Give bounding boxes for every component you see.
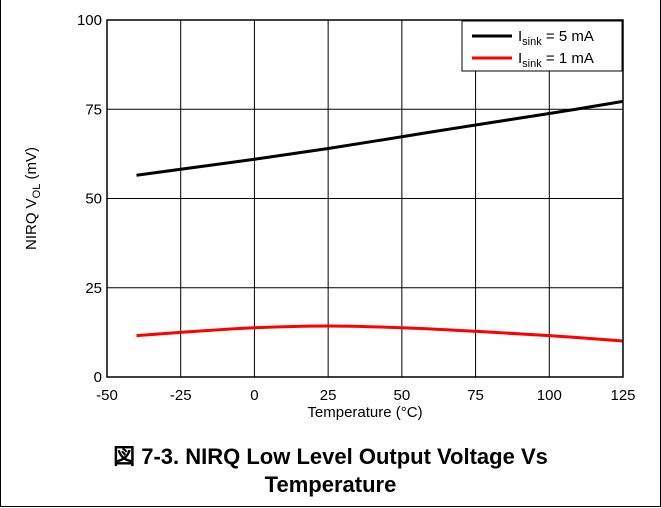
y-tick-label: 50 xyxy=(85,191,102,208)
y-axis-title: NIRQ VOL (mV) xyxy=(23,147,43,250)
series-line-2 xyxy=(136,324,624,343)
x-tick-label: 0 xyxy=(250,387,258,404)
y-axis-title-main: NIRQ V xyxy=(23,198,40,250)
x-tick-label: -25 xyxy=(170,387,192,404)
y-axis-title-unit: (mV) xyxy=(23,147,40,184)
caption-line-2: Temperature xyxy=(264,472,397,497)
y-tick-label: 100 xyxy=(77,12,102,29)
x-tick-labels: -50 -25 0 25 50 75 100 125 xyxy=(96,387,635,404)
y-tick-label: 0 xyxy=(94,369,102,386)
x-tick-label: 75 xyxy=(467,387,484,404)
legend-label-1: Isink = 5 mA xyxy=(518,28,594,48)
x-tick-label: 50 xyxy=(394,387,411,404)
caption-line-1: 図 7-3. NIRQ Low Level Output Voltage Vs xyxy=(113,444,548,469)
plot-area-border xyxy=(106,19,624,378)
x-tick-label: 25 xyxy=(320,387,337,404)
x-tick-label: -50 xyxy=(96,387,118,404)
legend-box xyxy=(461,20,623,72)
y-tick-labels: 0 25 50 75 100 xyxy=(77,12,102,386)
grid-lines xyxy=(106,19,624,378)
x-tick-label: 100 xyxy=(537,387,562,404)
legend-label-2: Isink = 1 mA xyxy=(518,50,594,70)
figure-caption: 図 7-3. NIRQ Low Level Output Voltage Vs … xyxy=(0,443,661,499)
series-lines xyxy=(136,99,624,343)
x-tick-label: 125 xyxy=(610,387,635,404)
line-chart: -50 -25 0 25 50 75 100 125 0 25 50 75 100 Temperatu… xyxy=(23,12,636,421)
y-axis-title-subscript: OL xyxy=(31,184,43,199)
y-tick-label: 75 xyxy=(85,101,102,118)
series-line-1 xyxy=(136,99,624,177)
y-tick-label: 25 xyxy=(85,280,102,297)
x-axis-title: Temperature (°C) xyxy=(307,404,422,421)
